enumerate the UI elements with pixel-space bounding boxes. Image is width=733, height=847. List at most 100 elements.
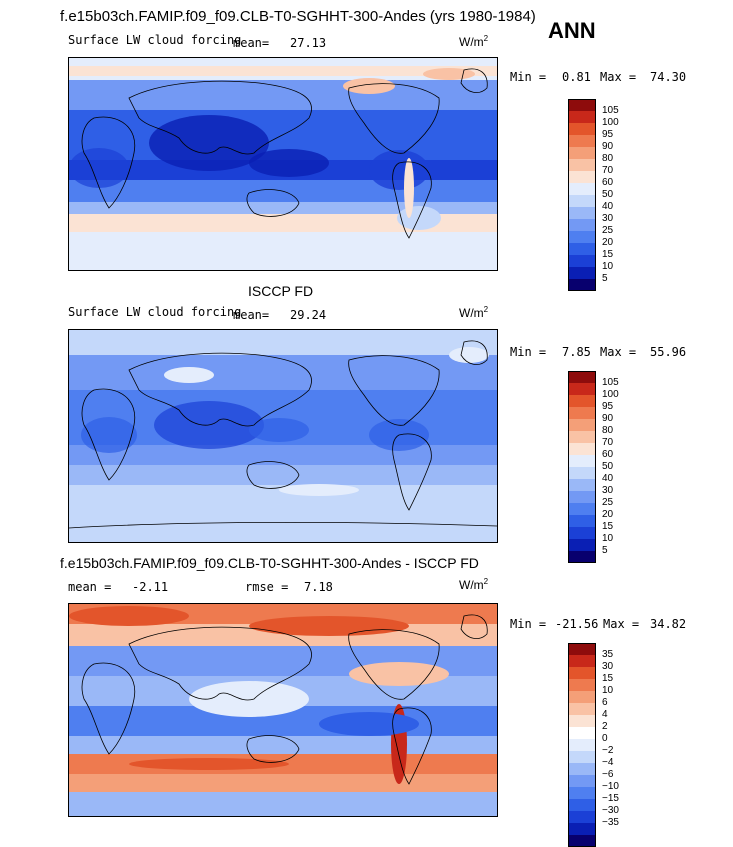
- panel2-coast-north-america: [348, 355, 440, 426]
- colorbar-tick-label: 105: [602, 105, 619, 116]
- colorbar-swatch: [568, 515, 596, 527]
- panel3-rmse-value: 7.18: [304, 580, 333, 594]
- colorbar-swatch: [568, 739, 596, 751]
- colorbar-swatch: [568, 231, 596, 243]
- colorbar-swatch: [568, 763, 596, 775]
- panel2-coast-eurasia: [128, 352, 312, 427]
- colorbar-tick-label: 5: [602, 545, 608, 556]
- colorbar-swatch: [568, 183, 596, 195]
- panel2-coast-australia: [246, 461, 300, 489]
- colorbar-swatch: [568, 111, 596, 123]
- colorbar-tick-label: 40: [602, 473, 614, 484]
- colorbar-swatch: [568, 667, 596, 679]
- colorbar-tick-label: −15: [602, 793, 619, 804]
- panel2-variable: Surface LW cloud forcing: [68, 305, 242, 319]
- colorbar-swatch: [568, 383, 596, 395]
- colorbar-swatch: [568, 679, 596, 691]
- colorbar-swatch: [568, 207, 596, 219]
- colorbar-swatch: [568, 267, 596, 279]
- panel1-variable: Surface LW cloud forcing: [68, 33, 242, 47]
- colorbar-tick-label: 4: [602, 709, 608, 720]
- colorbar-tick-label: 15: [602, 673, 614, 684]
- panel3-mean-value: -2.11: [132, 580, 169, 594]
- colorbar-tick-label: 2: [602, 721, 608, 732]
- colorbar-swatch: [568, 171, 596, 183]
- panel1-map: [68, 57, 498, 271]
- colorbar-swatch: [568, 195, 596, 207]
- colorbar-tick-label: 50: [602, 189, 614, 200]
- panel1-coast-south-america: [392, 161, 432, 239]
- panel1-coast-australia: [246, 189, 300, 217]
- panel2-mean-label: mean=: [233, 308, 270, 322]
- panel2-mean-value: 29.24: [290, 308, 327, 322]
- colorbar-swatch: [568, 527, 596, 539]
- colorbar-tick-label: 25: [602, 497, 614, 508]
- colorbar-swatch: [568, 491, 596, 503]
- colorbar-swatch: [568, 691, 596, 703]
- panel1-coast-north-america: [348, 83, 440, 154]
- panel2-units: W/m2: [459, 305, 489, 320]
- panel3-coast-south-america: [392, 707, 432, 785]
- panel3-coast-eurasia: [128, 626, 312, 701]
- colorbar-swatch: [568, 479, 596, 491]
- colorbar-tick-label: 90: [602, 141, 614, 152]
- panel3-mean-label: mean =: [68, 580, 112, 594]
- colorbar-swatch: [568, 811, 596, 823]
- panel1-max-label: Max =: [600, 70, 637, 84]
- panel3-min-label: Min =: [510, 617, 547, 631]
- panel1-coast-africa: [81, 116, 136, 209]
- panel2-coast-antarctica: [69, 521, 497, 529]
- colorbar-tick-label: 105: [602, 377, 619, 388]
- colorbar-swatch: [568, 823, 596, 835]
- colorbar-swatch: [568, 123, 596, 135]
- panel2-min-value: 7.85: [562, 345, 591, 359]
- colorbar-swatch: [568, 159, 596, 171]
- panel3-coast-greenland: [460, 614, 488, 639]
- panel2-map: [68, 329, 498, 543]
- colorbar-swatch: [568, 835, 596, 847]
- colorbar-tick-label: 30: [602, 661, 614, 672]
- colorbar-swatch: [568, 135, 596, 147]
- colorbar-swatch: [568, 219, 596, 231]
- colorbar-tick-label: 10: [602, 261, 614, 272]
- panel3-min-value: -21.56: [555, 617, 599, 631]
- colorbar-tick-label: 30: [602, 485, 614, 496]
- colorbar-tick-label: 70: [602, 165, 614, 176]
- panel3-rmse-label: rmse =: [245, 580, 289, 594]
- colorbar-swatch: [568, 655, 596, 667]
- colorbar-tick-label: 50: [602, 461, 614, 472]
- colorbar-swatch: [568, 279, 596, 291]
- colorbar-swatch: [568, 407, 596, 419]
- colorbar-swatch: [568, 539, 596, 551]
- panel1-mean-value: 27.13: [290, 36, 327, 50]
- panel1-coast-greenland: [460, 68, 488, 93]
- colorbar-tick-label: 35: [602, 649, 614, 660]
- colorbar-tick-label: 15: [602, 249, 614, 260]
- colorbar-tick-label: 100: [602, 389, 619, 400]
- panel2-coast-south-america: [392, 433, 432, 511]
- colorbar-swatch: [568, 243, 596, 255]
- panel2-coast-greenland: [460, 340, 488, 365]
- panel2-min-label: Min =: [510, 345, 547, 359]
- colorbar-tick-label: 6: [602, 697, 608, 708]
- colorbar-tick-label: 70: [602, 437, 614, 448]
- colorbar-tick-label: −2: [602, 745, 614, 756]
- colorbar-tick-label: 60: [602, 449, 614, 460]
- colorbar-tick-label: 15: [602, 521, 614, 532]
- panel3-max-label: Max =: [603, 617, 640, 631]
- colorbar-tick-label: −6: [602, 769, 614, 780]
- colorbar-tick-label: 20: [602, 509, 614, 520]
- colorbar-swatch: [568, 431, 596, 443]
- colorbar-swatch: [568, 727, 596, 739]
- panel1-units: W/m2: [459, 34, 489, 49]
- colorbar-tick-label: 60: [602, 177, 614, 188]
- colorbar-tick-label: 10: [602, 685, 614, 696]
- colorbar-swatch: [568, 255, 596, 267]
- colorbar-tick-label: −35: [602, 817, 619, 828]
- panel3-coast-africa: [81, 662, 136, 755]
- colorbar-swatch: [568, 419, 596, 431]
- colorbar-swatch: [568, 455, 596, 467]
- colorbar-swatch: [568, 503, 596, 515]
- panel1-min-label: Min =: [510, 70, 547, 84]
- colorbar-swatch: [568, 99, 596, 111]
